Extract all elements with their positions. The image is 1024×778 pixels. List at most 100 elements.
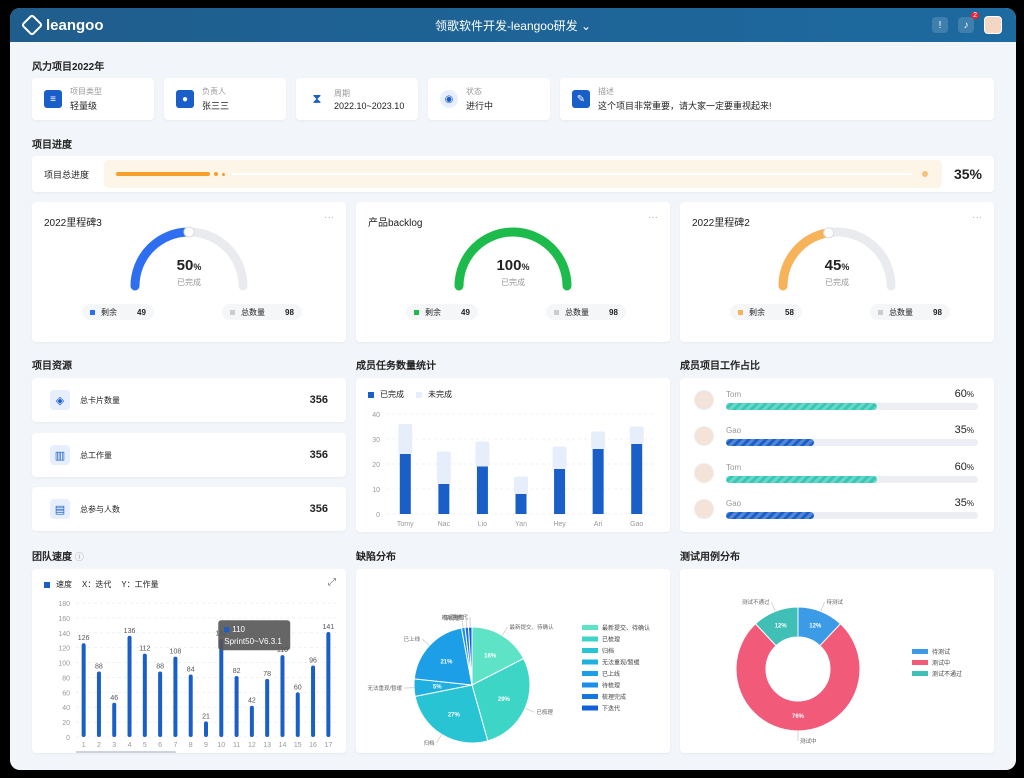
y-tick-label: 140	[58, 631, 70, 638]
bar	[234, 675, 239, 737]
bar	[326, 632, 331, 737]
user-icon: ●	[176, 90, 194, 108]
bar	[295, 692, 300, 737]
gauge-total: 总数量 98	[870, 304, 950, 320]
slice-label: 12%	[809, 623, 822, 629]
bar	[81, 643, 86, 737]
x-tick-label: Yan	[515, 521, 527, 528]
avatar	[694, 463, 714, 483]
slice-label: 29%	[498, 697, 511, 703]
defects-chart-card: 18% 最新提交、待确认 29% 已梳理 27% 归档 5% 无法重现/暂缓 21% 已上线 待梳理…	[356, 569, 670, 753]
gauge-remain: 剩余 58	[730, 304, 802, 320]
gauge-arc	[454, 227, 572, 291]
logo[interactable]: leangoo	[20, 13, 104, 37]
bar	[265, 678, 270, 737]
x-tick-label: Tomy	[397, 521, 414, 528]
legend-label: 测试不通过	[932, 670, 962, 678]
gauge-subtitle: 已完成	[177, 278, 201, 287]
bar-done	[631, 444, 643, 514]
info-card-description: ✎ 描述 这个项目非常重要，请大家一定要重视起来!	[560, 78, 994, 120]
velocity-bar-chart: 0204060801001201401601801261882463136411…	[58, 601, 336, 753]
member-bar-fill	[726, 439, 815, 446]
monitor-chart-icon: ▥	[50, 445, 70, 465]
x-tick-label: Lio	[478, 521, 487, 528]
gauge-remain: 剩余 49	[82, 304, 154, 320]
avatar	[694, 499, 714, 519]
data-label: 46	[110, 695, 118, 702]
gauge-percent: 50%	[176, 257, 202, 274]
more-icon[interactable]: ···	[324, 212, 334, 223]
y-tick-label: 20	[372, 462, 380, 469]
layers-icon: ≡	[44, 90, 62, 108]
tasks-chart-card: 已完成 未完成 0 10 20 30 40 Tomy Nac Lio Yan Hey Ari Gao	[356, 378, 670, 532]
bar-done	[592, 449, 604, 514]
slice-name: 无法重现/暂缓	[368, 684, 403, 692]
tasks-legend: 已完成 未完成	[368, 389, 452, 400]
bar-done	[399, 454, 411, 514]
leader-line	[502, 626, 508, 636]
y-tick-label: 120	[58, 646, 70, 653]
notification-badge: 2	[971, 12, 979, 19]
data-label: 96	[309, 658, 317, 665]
gauge-svg	[454, 227, 572, 291]
gauge-svg	[778, 227, 896, 291]
gauge-percent: 100%	[496, 257, 530, 274]
x-tick-label: 4	[128, 742, 132, 749]
bar	[311, 665, 316, 737]
data-label: 60	[294, 684, 302, 691]
slice-name: 最新提交、待确认	[509, 623, 554, 631]
data-label: 136	[124, 628, 136, 635]
y-tick-label: 10	[372, 487, 380, 494]
workspace-switcher[interactable]: 领歌软件开发-leangoo研发 ⌄	[434, 18, 592, 33]
user-avatar[interactable]	[984, 16, 1002, 34]
help-icon[interactable]: ⓘ	[74, 552, 84, 562]
x-tick-label: 14	[279, 742, 287, 749]
progress-percent: 35%	[953, 166, 982, 182]
bell-icon[interactable]: ♪ 2	[958, 12, 979, 33]
slice-label: 21%	[440, 659, 453, 665]
gauge-total: 总数量 98	[546, 304, 626, 320]
more-icon[interactable]: ···	[972, 212, 982, 223]
legend-label: 待梳理	[602, 682, 620, 690]
defects-section-title: 缺陷分布	[356, 552, 396, 563]
x-tick-label: Ari	[594, 521, 603, 528]
x-tick-label: 7	[173, 742, 177, 749]
member-row: Tom 60%	[694, 386, 982, 414]
data-label: 112	[139, 646, 150, 653]
slice-name: 下迭代	[451, 613, 468, 621]
tooltip-label: Sprint50~V6.3.1	[224, 637, 282, 646]
y-tick-label: 0	[66, 735, 70, 742]
leader-line	[771, 601, 776, 612]
bar	[96, 671, 101, 737]
member-bar	[726, 476, 978, 483]
member-share-card: Tom 60% Gao 35% Tom 60% Gao 35%	[680, 378, 994, 532]
project-title: 风力项目2022年	[32, 62, 105, 73]
slice-name: 测试不通过	[742, 598, 770, 606]
data-label: 108	[170, 649, 182, 656]
progress-label: 项目总进度	[44, 169, 90, 180]
y-tick-label: 40	[372, 412, 380, 419]
bar-undone	[591, 431, 606, 449]
gauge-percent: 45%	[824, 257, 850, 274]
bar	[173, 656, 178, 737]
tasks-bar-chart: 0 10 20 30 40 Tomy Nac Lio Yan Hey Ari Gao	[372, 412, 656, 528]
legend-swatch	[912, 649, 928, 654]
y-tick-label: 20	[62, 720, 70, 727]
expand-icon[interactable]: ⤢	[328, 577, 336, 588]
legend-label: 已梳理	[602, 636, 620, 644]
bar-undone	[514, 476, 528, 494]
stack-icon: ◈	[50, 390, 70, 410]
y-tick-label: 40	[62, 705, 70, 712]
more-icon[interactable]: ···	[648, 212, 658, 223]
slice-label: 12%	[775, 623, 788, 629]
member-row: Tom 60%	[694, 459, 982, 487]
velocity-section-title: 团队速度 ⓘ	[32, 552, 84, 563]
data-label: 126	[78, 635, 90, 642]
gauge-subtitle: 已完成	[501, 278, 525, 287]
x-tick-label: 10	[217, 742, 225, 749]
data-label: 21	[202, 713, 210, 720]
info-icon[interactable]: !	[932, 17, 948, 33]
gauge-title: 产品backlog	[368, 218, 423, 229]
progress-dot	[222, 173, 225, 176]
legend-swatch	[912, 671, 928, 676]
